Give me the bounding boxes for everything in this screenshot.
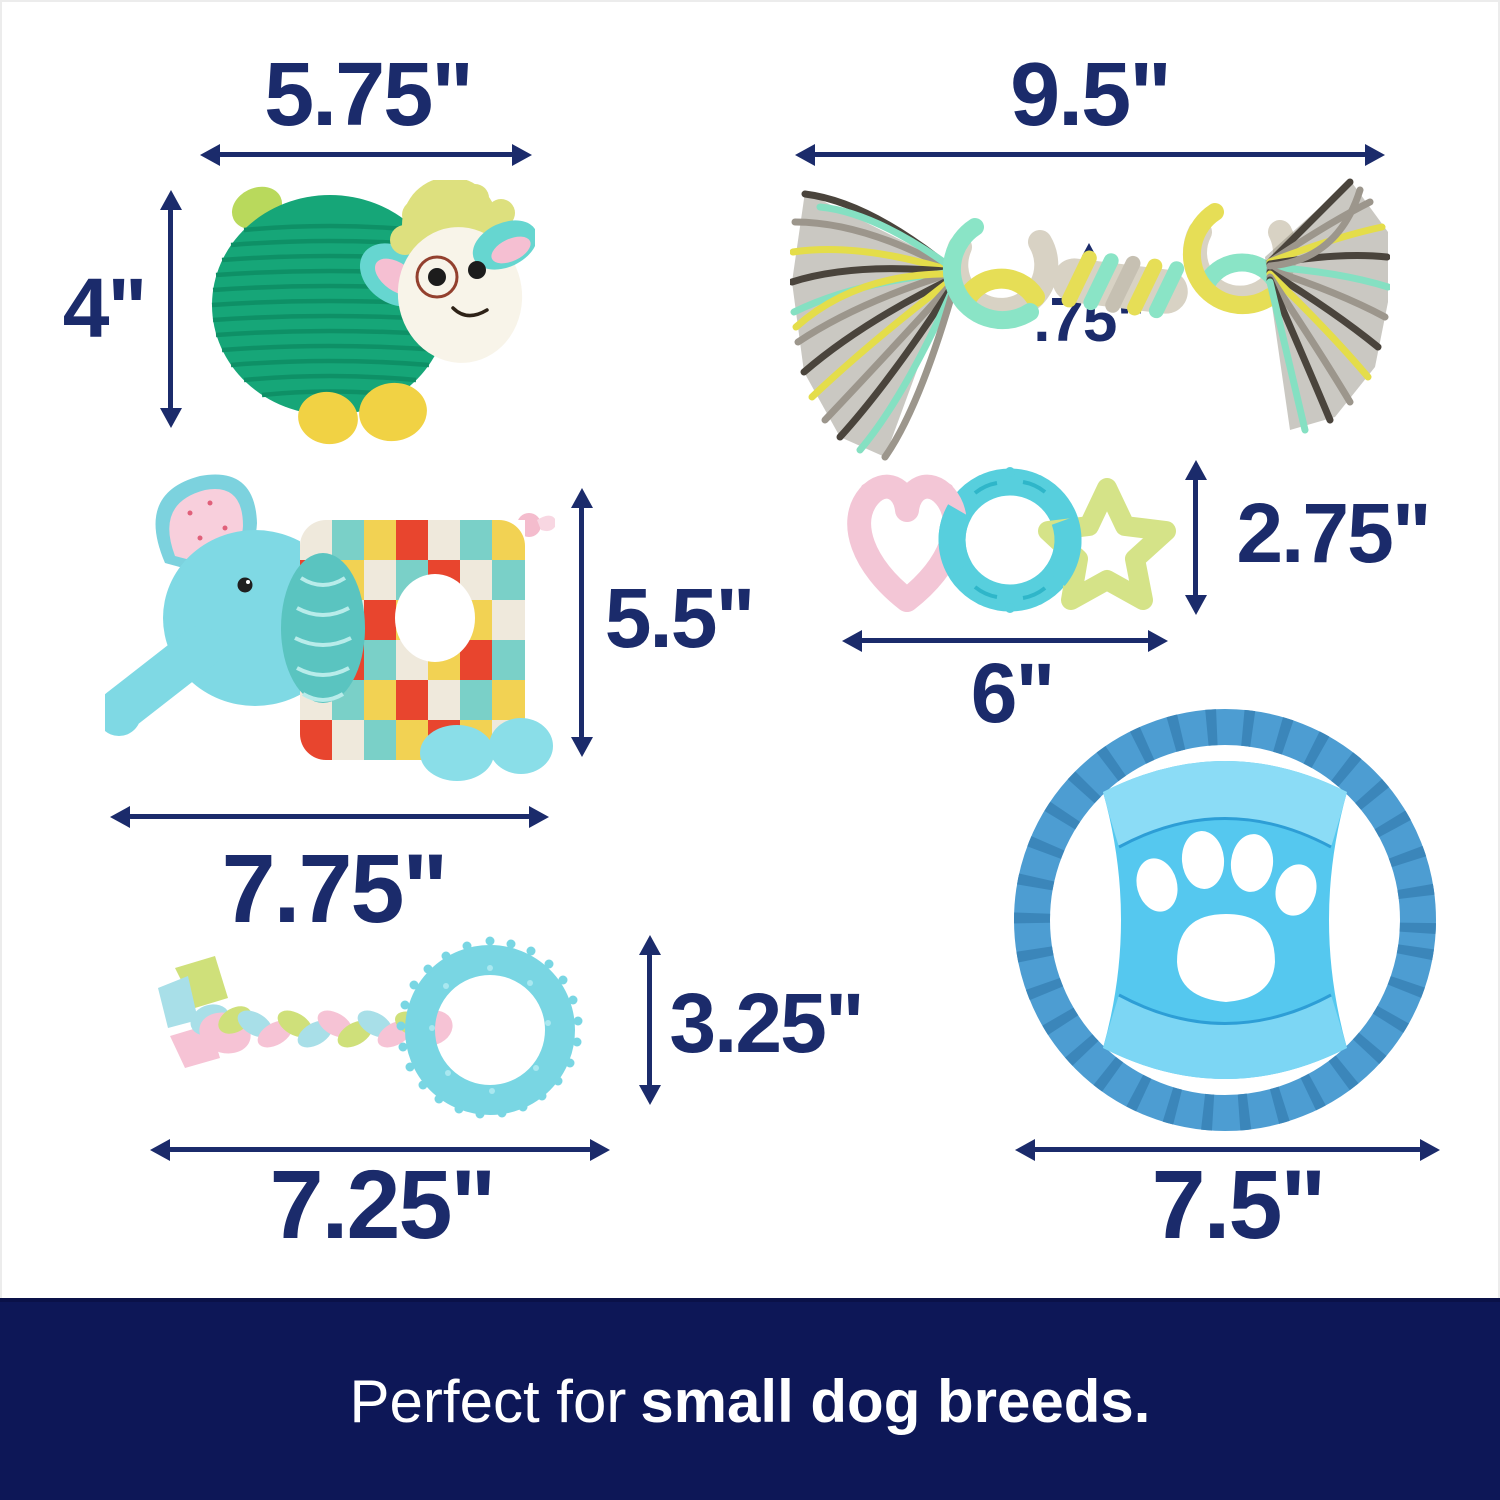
elephant-width-label: 7.75" bbox=[221, 834, 449, 943]
rope-bone-length-arrow bbox=[813, 152, 1367, 157]
sheep-width-label: 5.75" bbox=[264, 45, 474, 145]
elephant-near-ear bbox=[281, 553, 365, 703]
sheep-height-arrow bbox=[168, 208, 173, 410]
elephant-height-label: 5.5" bbox=[604, 571, 756, 665]
rope-ring-length-arrow bbox=[168, 1147, 592, 1152]
rope-bone-length-label: 9.5" bbox=[1010, 45, 1172, 145]
sheep-eye bbox=[428, 268, 446, 286]
rope-tassel-strands bbox=[790, 190, 959, 461]
banner-text-regular: Perfect for bbox=[349, 1367, 627, 1435]
frisbee-stitching bbox=[1118, 817, 1332, 1025]
rope-ring-height-label: 3.25" bbox=[669, 976, 864, 1070]
sheep-foot bbox=[359, 382, 427, 442]
rope-ring-tug-toy bbox=[158, 936, 583, 1119]
plush-sheep-toy bbox=[211, 180, 535, 445]
rope-ring-length-label: 7.25" bbox=[269, 1150, 497, 1259]
sheep-height-label: 4" bbox=[62, 261, 148, 355]
elephant-foot bbox=[420, 725, 494, 781]
frisbee-diameter-arrow bbox=[1033, 1147, 1422, 1152]
plush-elephant-toy bbox=[105, 474, 555, 781]
rope-knot bbox=[942, 218, 1059, 330]
sheep-eye-ring bbox=[415, 255, 459, 299]
teething-rings-width-arrow bbox=[860, 638, 1150, 643]
tug-ring-nubs bbox=[396, 936, 583, 1119]
rope-frisbee-toy bbox=[1014, 709, 1436, 1131]
frisbee-diameter-label: 7.5" bbox=[1151, 1150, 1327, 1259]
sheep-smile bbox=[451, 306, 489, 318]
banner-text-bold: small dog breeds. bbox=[640, 1367, 1151, 1435]
sheep-foot bbox=[298, 391, 358, 445]
rope-tassel-strands bbox=[1266, 178, 1390, 434]
tug-knot-flag bbox=[175, 956, 228, 1008]
rope-ring-height-arrow bbox=[647, 953, 652, 1087]
elephant-body-hole bbox=[395, 574, 475, 662]
sheep-eye bbox=[468, 261, 486, 279]
elephant-foot bbox=[489, 718, 553, 774]
elephant-eye bbox=[237, 577, 253, 593]
rope-center-twist bbox=[1052, 250, 1188, 319]
sheep-width-arrow bbox=[218, 152, 514, 157]
rope-bone-toy bbox=[790, 178, 1390, 461]
elephant-trunk bbox=[105, 626, 222, 736]
tug-ring bbox=[405, 945, 575, 1115]
teething-rings-height-arrow bbox=[1193, 478, 1198, 597]
teething-rings-height-label: 2.75" bbox=[1236, 486, 1431, 580]
tug-knot-flag bbox=[158, 976, 198, 1028]
paw-icon bbox=[1136, 831, 1317, 1002]
banner: Perfect for small dog breeds. bbox=[0, 1298, 1500, 1500]
elephant-width-arrow bbox=[128, 814, 531, 819]
teething-rings-toy bbox=[847, 467, 1176, 613]
elephant-height-arrow bbox=[579, 506, 584, 739]
teething-rings-width-label: 6" bbox=[970, 646, 1056, 740]
